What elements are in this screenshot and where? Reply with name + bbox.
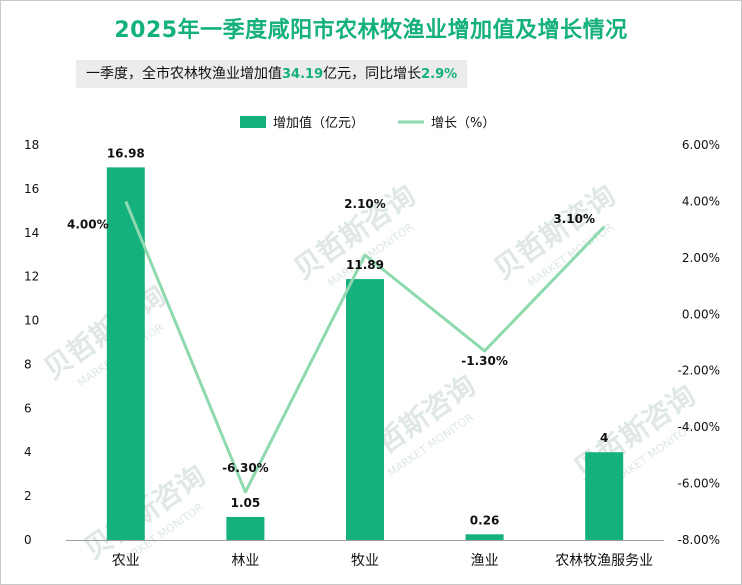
left-tick-label: 0 [24,533,32,547]
subtitle-value: 34.19 [282,67,324,82]
line-value-label: -1.30% [461,354,508,368]
line-value-label: 2.10% [344,197,386,211]
legend-line-label: 增长（%） [431,116,495,131]
category-label: 林业 [231,553,259,569]
bar [226,516,265,540]
line-value-label: 4.00% [67,217,109,231]
bar [346,279,384,540]
line-value-label: 3.10% [553,212,595,226]
growth-line [124,200,606,494]
legend: 增加值（亿元） 增长（%） [240,115,495,131]
bar [585,452,624,540]
right-tick-label: 6.00% [682,138,720,152]
bar-value-label: 16.98 [107,146,145,160]
subtitle-growth: 2.9% [421,67,458,82]
left-tick-label: 10 [24,314,39,328]
right-tick-label: -8.00% [678,533,720,547]
right-tick-label: 2.00% [682,251,720,265]
line-data-labels: 4.00% -6.30% 2.10% -1.30% 3.10% [67,197,595,475]
legend-bar-swatch [240,116,266,128]
category-labels: 农业 林业 牧业 渔业 农林牧渔服务业 [112,553,653,569]
left-tick-label: 8 [24,357,32,371]
right-tick-label: -6.00% [678,477,720,491]
bar-value-label: 4 [600,431,608,445]
right-tick-label: 0.00% [682,307,720,321]
bar [106,167,145,540]
bar-value-label: 1.05 [231,496,261,510]
left-tick-label: 16 [24,182,39,196]
category-label: 渔业 [471,553,499,569]
right-axis-ticks: -8.00% -6.00% -4.00% -2.00% 0.00% 2.00% 4.00% 6… [678,138,720,547]
bar-series [106,167,624,540]
left-axis-ticks: 0 2 4 6 8 10 12 14 16 18 [24,138,39,547]
right-tick-label: -2.00% [678,364,720,378]
line-value-label: -6.30% [222,461,269,475]
category-label: 农林牧渔服务业 [555,553,653,569]
category-label: 农业 [112,553,140,569]
bar-data-labels: 16.98 1.05 11.89 0.26 4 [107,146,609,527]
subtitle-prefix: 一季度，全市农林牧渔业增加值 [86,66,282,82]
left-tick-label: 14 [24,226,39,240]
bar-value-label: 0.26 [470,513,500,527]
subtitle-middle: 亿元，同比增长 [323,66,422,82]
left-tick-label: 4 [24,445,32,459]
right-tick-label: -4.00% [678,420,720,434]
right-tick-label: 4.00% [682,194,720,208]
left-tick-label: 12 [24,270,39,284]
chart-subtitle: 一季度，全市农林牧渔业增加值34.19亿元，同比增长2.9% [76,60,468,88]
legend-bar-label: 增加值（亿元） [273,115,364,131]
left-tick-label: 2 [24,489,32,503]
left-tick-label: 6 [24,401,32,415]
category-label: 牧业 [351,553,379,569]
chart-title: 2025年一季度咸阳市农林牧渔业增加值及增长情况 [114,18,628,43]
bar [465,534,504,540]
left-tick-label: 18 [24,138,39,152]
bar-value-label: 11.89 [346,258,384,272]
